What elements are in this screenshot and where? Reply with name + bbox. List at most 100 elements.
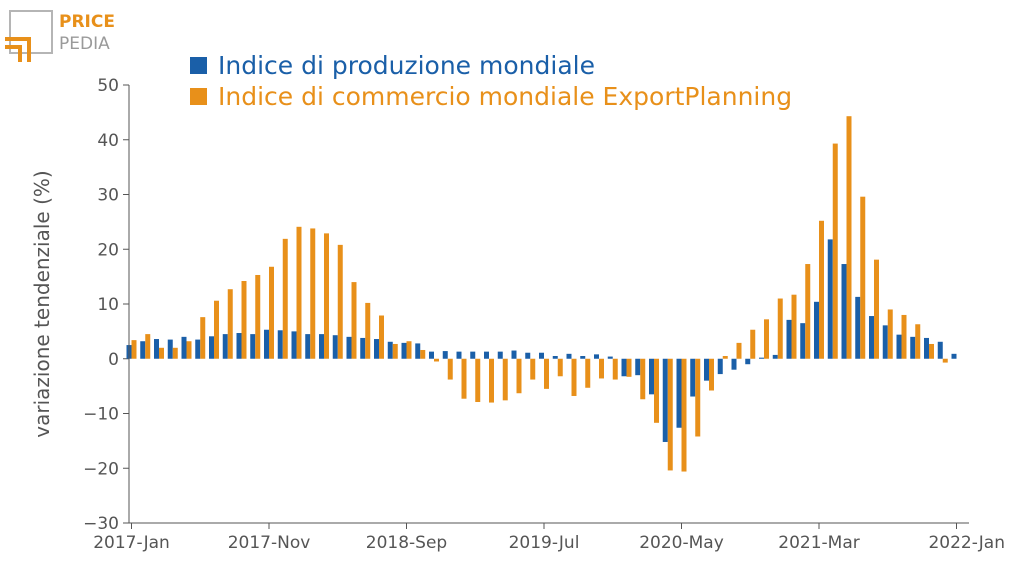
bar-trade xyxy=(887,309,893,359)
logo-bracket-large xyxy=(5,37,31,62)
bar-trade xyxy=(942,358,948,363)
y-tick-label: −20 xyxy=(83,459,119,479)
bar-trade xyxy=(186,341,192,359)
bar-trade xyxy=(200,317,206,359)
bar-production xyxy=(910,336,916,359)
bar-trade xyxy=(172,347,178,359)
bar-trade xyxy=(654,358,659,423)
bar-trade xyxy=(530,358,536,380)
legend-swatch-trade xyxy=(190,88,207,105)
bar-trade xyxy=(805,264,811,359)
bar-trade xyxy=(764,319,769,359)
x-axis-ticks: 2017-Jan 2017-Nov 2018-Sep 2019-Jul 2020-May… xyxy=(93,523,1005,553)
bar-trade xyxy=(131,340,137,359)
bar-production xyxy=(951,353,957,359)
bar-production xyxy=(497,351,503,359)
bar-production xyxy=(827,239,833,359)
y-tick-label: 50 xyxy=(97,76,119,96)
bar-production xyxy=(415,343,421,359)
bar-production xyxy=(745,358,751,365)
bar-trade xyxy=(516,358,522,394)
y-tick-label: −30 xyxy=(83,514,119,534)
bar-trade xyxy=(365,302,371,359)
pricepedia-logo: PRICE PEDIA xyxy=(5,10,115,62)
bar-production xyxy=(800,323,806,359)
legend-label-trade: Indice di commercio mondiale ExportPlann… xyxy=(218,82,792,111)
bar-production xyxy=(552,356,558,359)
x-tick-label: 2020-May xyxy=(639,533,724,553)
bar-trade xyxy=(392,343,398,359)
bar-trade xyxy=(585,358,591,388)
bar-production xyxy=(181,336,187,359)
bar-trade xyxy=(282,238,288,359)
bar-production xyxy=(374,339,379,359)
bar-trade xyxy=(709,358,714,391)
bar-trade xyxy=(722,356,728,359)
legend-swatch-production xyxy=(190,57,207,74)
bar-trade xyxy=(351,282,357,359)
bar-trade xyxy=(626,358,632,377)
bar-production xyxy=(154,339,159,359)
bar-production xyxy=(264,329,269,359)
y-tick-label: 0 xyxy=(108,350,119,370)
bar-production xyxy=(841,264,847,359)
bar-production xyxy=(332,335,338,359)
bar-production xyxy=(882,325,888,359)
bar-production xyxy=(580,356,586,359)
bar-production xyxy=(566,353,572,359)
bar-production xyxy=(662,358,668,442)
logo-bracket-small xyxy=(5,45,22,62)
bar-production xyxy=(401,342,407,359)
bar-production xyxy=(346,336,352,359)
bar-production xyxy=(594,354,599,359)
bar-trade xyxy=(695,358,701,437)
bar-production xyxy=(140,341,146,359)
bar-trade xyxy=(214,300,219,359)
bar-trade xyxy=(874,259,879,359)
y-axis-title: variazione tendenziale (%) xyxy=(30,170,54,437)
bar-production xyxy=(387,341,393,359)
bar-trade xyxy=(269,266,274,359)
y-tick-label: 10 xyxy=(97,295,119,315)
bar-production xyxy=(924,337,929,359)
bar-production xyxy=(869,316,874,359)
bar-trade xyxy=(502,358,508,401)
bar-production xyxy=(195,339,201,359)
bar-trade xyxy=(860,196,866,359)
bar-trade xyxy=(915,324,921,359)
bar-trade xyxy=(667,358,673,471)
bar-trade xyxy=(241,281,247,359)
bar-production xyxy=(484,351,489,359)
bar-trade xyxy=(571,358,577,396)
bar-production xyxy=(470,351,476,359)
bar-trade xyxy=(640,358,646,400)
bar-trade xyxy=(599,358,604,379)
bar-production xyxy=(442,351,448,359)
y-axis-ticks: −30 −20 −10 0 10 20 30 40 50 xyxy=(83,76,129,534)
bar-trade xyxy=(929,343,934,359)
bar-production xyxy=(676,358,682,428)
bar-trade xyxy=(489,358,494,403)
bar-production xyxy=(731,358,737,370)
bar-production xyxy=(690,358,696,397)
bar-production xyxy=(649,358,654,395)
x-tick-label: 2022-Jan xyxy=(928,533,1005,553)
bar-trade xyxy=(227,289,233,359)
x-tick-label: 2018-Sep xyxy=(366,533,447,553)
bar-production xyxy=(236,333,242,359)
bar-production xyxy=(222,334,228,359)
bar-production xyxy=(167,339,173,359)
bar-production xyxy=(319,334,324,359)
bar-production xyxy=(717,358,723,375)
legend: Indice di produzione mondiale Indice di … xyxy=(190,51,792,111)
bar-production xyxy=(277,330,283,359)
bar-production xyxy=(539,352,544,359)
bar-trade xyxy=(901,314,907,359)
bar-trade xyxy=(461,358,467,399)
bar-trade xyxy=(777,298,783,359)
bar-production xyxy=(511,350,517,359)
y-tick-label: 30 xyxy=(97,186,119,206)
bar-production xyxy=(814,301,819,359)
bar-trade xyxy=(475,358,481,403)
